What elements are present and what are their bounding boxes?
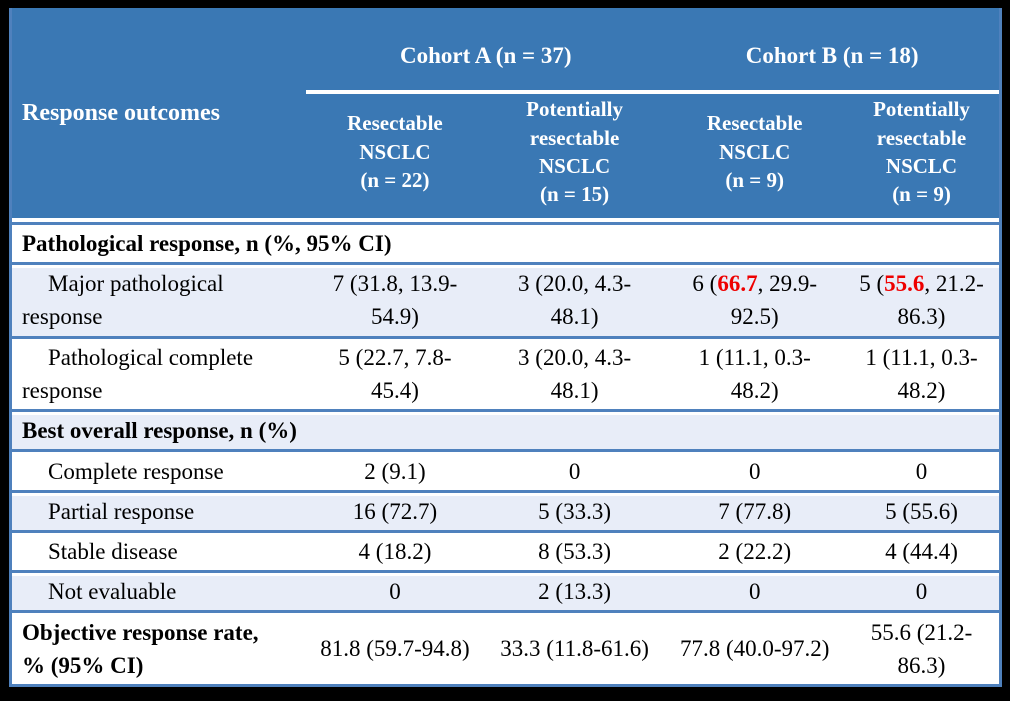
value-cell: 8 (53.3) xyxy=(483,529,666,571)
value-text: , 29.9-92.5) xyxy=(730,271,817,330)
value-cell: 0 xyxy=(844,570,999,611)
value-text: 4 (44.4) xyxy=(885,539,958,565)
table-border: Response outcomes Cohort A (n = 37) Coho… xyxy=(9,8,1002,687)
row-label: Objective response rate, % (95% CI) xyxy=(12,610,307,684)
value-text: 81.8 (59.7-94.8) xyxy=(320,636,470,662)
value-text: 0 xyxy=(915,579,928,605)
table-body: Pathological response, n (%, 95% CI) Majo… xyxy=(12,222,999,684)
value-text: 1 (11.1, 0.3-48.2) xyxy=(865,344,978,403)
data-row: Major pathological response 7 (31.8, 13.9… xyxy=(12,262,999,336)
value-cell: 0 xyxy=(483,449,666,490)
column-header-cohort-a-resectable: Resectable NSCLC (n = 22) xyxy=(306,94,484,222)
value-cell: 5 (33.3) xyxy=(483,489,666,530)
row-label: Partial response xyxy=(12,489,307,530)
section-header-row: Pathological response, n (%, 95% CI) xyxy=(12,222,999,263)
subcolumn-header-row: Resectable NSCLC (n = 22) Potentially re… xyxy=(12,94,999,222)
value-cell: 0 xyxy=(844,449,999,490)
value-text: 3 (20.0, 4.3-48.1) xyxy=(518,344,632,403)
value-text: 8 (53.3) xyxy=(538,539,611,565)
value-text: 6 ( xyxy=(692,271,718,297)
column-header-cohort-b-potentially-resectable: Potentially resectable NSCLC (n = 9) xyxy=(844,94,999,222)
value-text: 5 (55.6) xyxy=(885,498,958,524)
row-label: Complete response xyxy=(12,449,307,490)
column-header-response-outcomes: Response outcomes xyxy=(12,8,307,222)
value-text: 7 (31.8, 13.9-54.9) xyxy=(332,271,458,330)
value-cell: 2 (9.1) xyxy=(306,449,484,490)
value-text: 3 (20.0, 4.3-48.1) xyxy=(518,271,632,330)
value-cell: 1 (11.1, 0.3-48.2) xyxy=(844,335,999,410)
value-text: 5 (33.3) xyxy=(538,498,611,524)
section-label: Pathological response, n (%, 95% CI) xyxy=(12,222,999,263)
response-outcomes-table: Response outcomes Cohort A (n = 37) Coho… xyxy=(12,8,999,684)
value-text: 0 xyxy=(748,458,761,484)
row-label: Not evaluable xyxy=(12,570,307,611)
value-cell: 4 (18.2) xyxy=(306,529,484,571)
data-row: Pathological complete response 5 (22.7, 7… xyxy=(12,335,999,410)
value-cell: 5 (55.6, 21.2-86.3) xyxy=(844,262,999,336)
value-text: 0 xyxy=(568,458,581,484)
section-label: Best overall response, n (%) xyxy=(12,409,999,450)
column-header-cohort-a-potentially-resectable: Potentially resectable NSCLC (n = 15) xyxy=(483,94,666,222)
value-cell: 0 xyxy=(665,570,845,611)
value-cell: 0 xyxy=(306,570,484,611)
data-row: Complete response 2 (9.1) 0 0 0 xyxy=(12,449,999,490)
value-cell: 2 (22.2) xyxy=(665,529,845,571)
value-text: 0 xyxy=(748,579,761,605)
data-row: Objective response rate, % (95% CI) 81.8 … xyxy=(12,610,999,684)
value-text: 33.3 (11.8-61.6) xyxy=(500,636,649,662)
section-header-row: Best overall response, n (%) xyxy=(12,409,999,450)
table-header: Response outcomes Cohort A (n = 37) Coho… xyxy=(12,8,999,222)
value-text: 1 (11.1, 0.3-48.2) xyxy=(698,344,811,403)
value-cell: 3 (20.0, 4.3-48.1) xyxy=(483,335,666,410)
value-cell: 5 (22.7, 7.8-45.4) xyxy=(306,335,484,410)
value-text: 77.8 (40.0-97.2) xyxy=(679,636,830,662)
value-text: 4 (18.2) xyxy=(358,539,432,565)
value-cell: 16 (72.7) xyxy=(306,489,484,530)
value-text: 0 xyxy=(915,458,928,484)
row-label: Major pathological response xyxy=(12,262,307,336)
data-row: Partial response 16 (72.7) 5 (33.3) 7 (77.8… xyxy=(12,489,999,530)
value-text: 5 (22.7, 7.8-45.4) xyxy=(338,344,452,403)
value-text: 55.6 (21.2-86.3) xyxy=(870,619,973,678)
value-cell: 0 xyxy=(665,449,845,490)
highlighted-value-text: 55.6 xyxy=(884,271,925,297)
value-text: 5 ( xyxy=(859,271,885,297)
value-text: 2 (9.1) xyxy=(364,458,426,484)
value-cell: 7 (31.8, 13.9-54.9) xyxy=(306,262,484,336)
value-cell: 2 (13.3) xyxy=(483,570,666,611)
value-cell: 81.8 (59.7-94.8) xyxy=(306,610,484,684)
value-cell: 33.3 (11.8-61.6) xyxy=(483,610,666,684)
value-text: 2 (22.2) xyxy=(718,539,792,565)
value-cell: 55.6 (21.2-86.3) xyxy=(844,610,999,684)
value-cell: 5 (55.6) xyxy=(844,489,999,530)
value-cell: 77.8 (40.0-97.2) xyxy=(665,610,845,684)
value-text: 2 (13.3) xyxy=(538,579,611,605)
highlighted-value-text: 66.7 xyxy=(717,271,758,297)
data-row: Stable disease 4 (18.2) 8 (53.3) 2 (22.2) 4 … xyxy=(12,529,999,571)
column-header-cohort-b-resectable: Resectable NSCLC (n = 9) xyxy=(665,94,845,222)
value-cell: 1 (11.1, 0.3-48.2) xyxy=(665,335,845,410)
value-text: 7 (77.8) xyxy=(718,498,792,524)
value-text: 0 xyxy=(389,579,401,605)
value-cell: 7 (77.8) xyxy=(665,489,845,530)
row-label: Stable disease xyxy=(12,529,307,571)
value-cell: 6 (66.7, 29.9-92.5) xyxy=(665,262,845,336)
value-text: , 21.2-86.3) xyxy=(897,271,984,330)
value-cell: 4 (44.4) xyxy=(844,529,999,571)
column-group-cohort-a: Cohort A (n = 37) xyxy=(306,8,666,94)
column-group-cohort-b: Cohort B (n = 18) xyxy=(665,8,999,94)
value-cell: 3 (20.0, 4.3-48.1) xyxy=(483,262,666,336)
row-label: Pathological complete response xyxy=(12,335,307,410)
data-row: Not evaluable 0 2 (13.3) 0 0 xyxy=(12,570,999,611)
cohort-group-row: Response outcomes Cohort A (n = 37) Coho… xyxy=(12,8,999,222)
value-text: 16 (72.7) xyxy=(352,498,438,524)
